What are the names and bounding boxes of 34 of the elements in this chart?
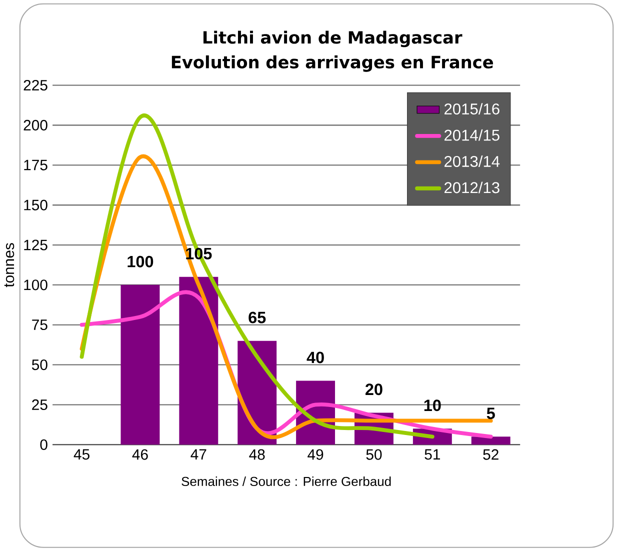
x-tick-label: 51 [424, 449, 440, 460]
x-tick-label: 49 [308, 449, 324, 460]
y-tick-label: 75 [32, 320, 48, 330]
x-tick-label: 47 [190, 449, 206, 460]
legend-label: 2012/13 [444, 182, 500, 194]
data-label: 20 [366, 384, 382, 395]
x-tick-label: 48 [249, 449, 265, 460]
x-tick-label: 45 [74, 449, 90, 460]
y-tick-label: 25 [32, 399, 48, 410]
bar [120, 284, 160, 445]
data-label: 65 [248, 312, 266, 324]
y-tick-label: 50 [32, 359, 48, 370]
data-label: 5 [486, 408, 495, 419]
x-tick-label: 50 [366, 449, 382, 460]
bar [471, 436, 510, 445]
chart-title: Litchi avion de Madagascar [203, 30, 462, 48]
legend-label: 2014/15 [444, 129, 500, 141]
x-tick-label: 46 [132, 449, 148, 460]
y-tick-label: 150 [24, 200, 48, 210]
legend-label: 2013/14 [444, 155, 500, 167]
y-tick-label: 0 [40, 439, 48, 450]
y-tick-label: 200 [24, 120, 48, 130]
y-tick-label: 225 [24, 80, 48, 90]
chart-subtitle: Evolution des arrivages en France [172, 55, 494, 72]
x-axis-title: Semaines / Source : Pierre Gerbaud [182, 476, 391, 486]
y-tick-label: 125 [24, 240, 48, 250]
legend-label: 2015/16 [444, 102, 500, 114]
bar [179, 276, 218, 445]
y-tick-label: 100 [24, 279, 48, 290]
data-label: 40 [306, 352, 324, 364]
y-tick-label: 175 [24, 160, 48, 170]
y-axis-title: tonnes [4, 242, 14, 288]
data-label: 100 [128, 256, 154, 268]
x-tick-label: 52 [483, 449, 498, 460]
